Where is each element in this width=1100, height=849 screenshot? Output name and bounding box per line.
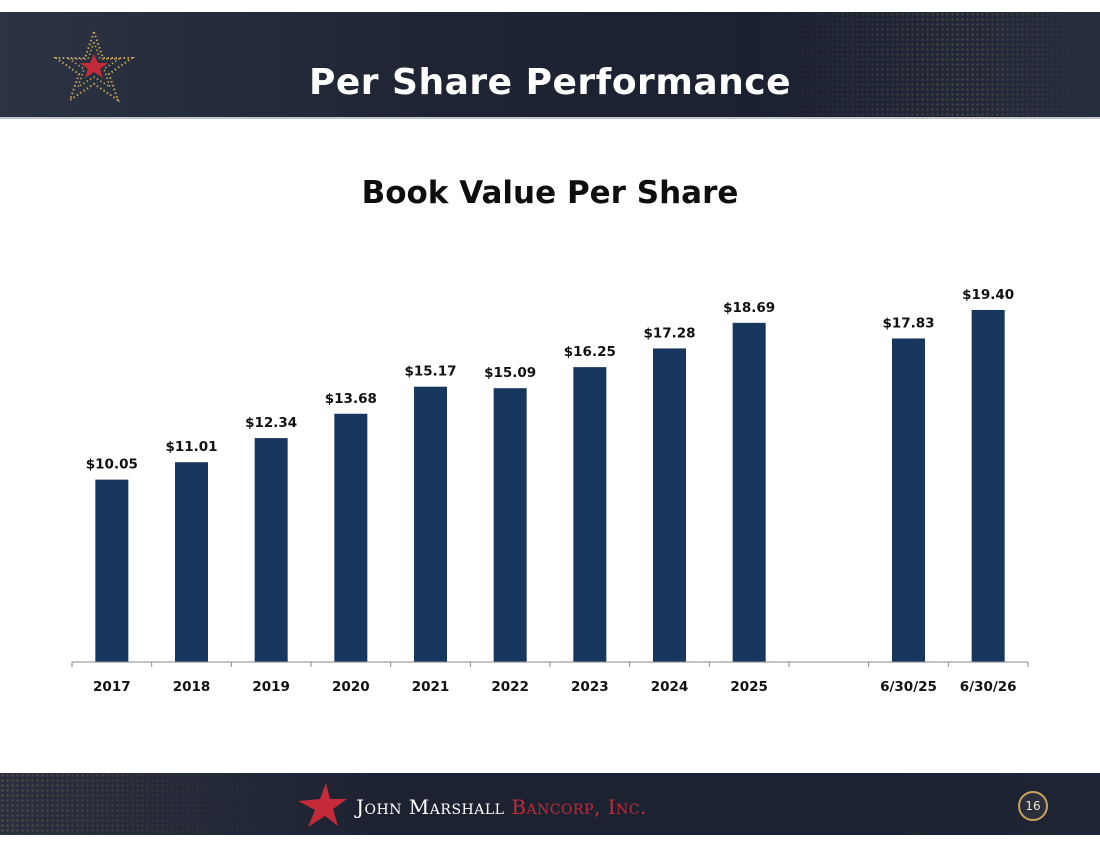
x-tick-label: 2017 [93, 679, 131, 695]
bar-2020 [334, 413, 368, 662]
x-tick-label: 2018 [173, 679, 211, 695]
bar-2019 [254, 438, 288, 662]
bars-group [95, 309, 1005, 662]
data-label: $16.25 [564, 344, 616, 360]
x-tick-label: 2019 [252, 679, 290, 695]
value-labels-group: $10.05 $11.01 $12.34 $13.68 $15.17 $15.09 $16.… [86, 287, 1014, 473]
x-tick-label: 6/30/26 [960, 679, 1017, 695]
data-label: $12.34 [245, 415, 297, 431]
x-tick-label: 2023 [571, 679, 609, 695]
bar-2025 [732, 322, 766, 662]
bar-6-30-25 [892, 338, 925, 662]
bar-2021 [414, 386, 447, 662]
bar-2017 [95, 479, 129, 662]
bar-2024 [653, 348, 686, 662]
data-label: $10.05 [86, 457, 138, 473]
data-label: $15.17 [404, 364, 456, 380]
bar-2023 [573, 367, 607, 662]
bar-chart: $10.05 $11.01 $12.34 $13.68 $15.17 $15.09 $16.… [71, 287, 1029, 695]
footer-banner: John Marshall Bancorp, Inc. [0, 773, 1100, 835]
page-title: Per Share Performance [308, 62, 792, 103]
x-tick-label: 2025 [730, 679, 768, 695]
header-banner: Per Share Performance [0, 12, 1100, 117]
chart-title: Book Value Per Share [361, 175, 739, 211]
bar-6-30-26 [971, 309, 1005, 662]
bar-2018 [175, 462, 208, 662]
data-label: $17.83 [882, 315, 934, 331]
company-name-primary: John Marshall [356, 795, 505, 819]
data-label: $17.28 [643, 325, 695, 341]
data-label: $13.68 [325, 391, 377, 407]
page-number: 16 [1018, 791, 1048, 821]
star-icon [298, 783, 347, 827]
header-dot-pattern [760, 12, 1100, 117]
category-labels-group: 2017 2018 2019 2020 2021 2022 2023 2024 2025 6/30… [93, 679, 1017, 695]
data-label: $19.40 [962, 287, 1014, 303]
x-axis [71, 661, 1029, 667]
data-label: $18.69 [723, 300, 775, 316]
x-tick-label: 2024 [651, 679, 689, 695]
footer-dot-pattern [0, 773, 260, 835]
x-tick-label: 2021 [412, 679, 450, 695]
x-tick-label: 2020 [332, 679, 370, 695]
data-label: $11.01 [165, 439, 217, 455]
company-name: John Marshall Bancorp, Inc. [356, 795, 647, 819]
x-tick-label: 6/30/25 [880, 679, 937, 695]
star-logo-icon [52, 28, 136, 103]
x-tick-label: 2022 [491, 679, 529, 695]
bar-2022 [493, 388, 527, 662]
header-divider [0, 117, 1100, 119]
company-name-secondary: Bancorp, Inc. [511, 795, 647, 819]
data-label: $15.09 [484, 365, 536, 381]
